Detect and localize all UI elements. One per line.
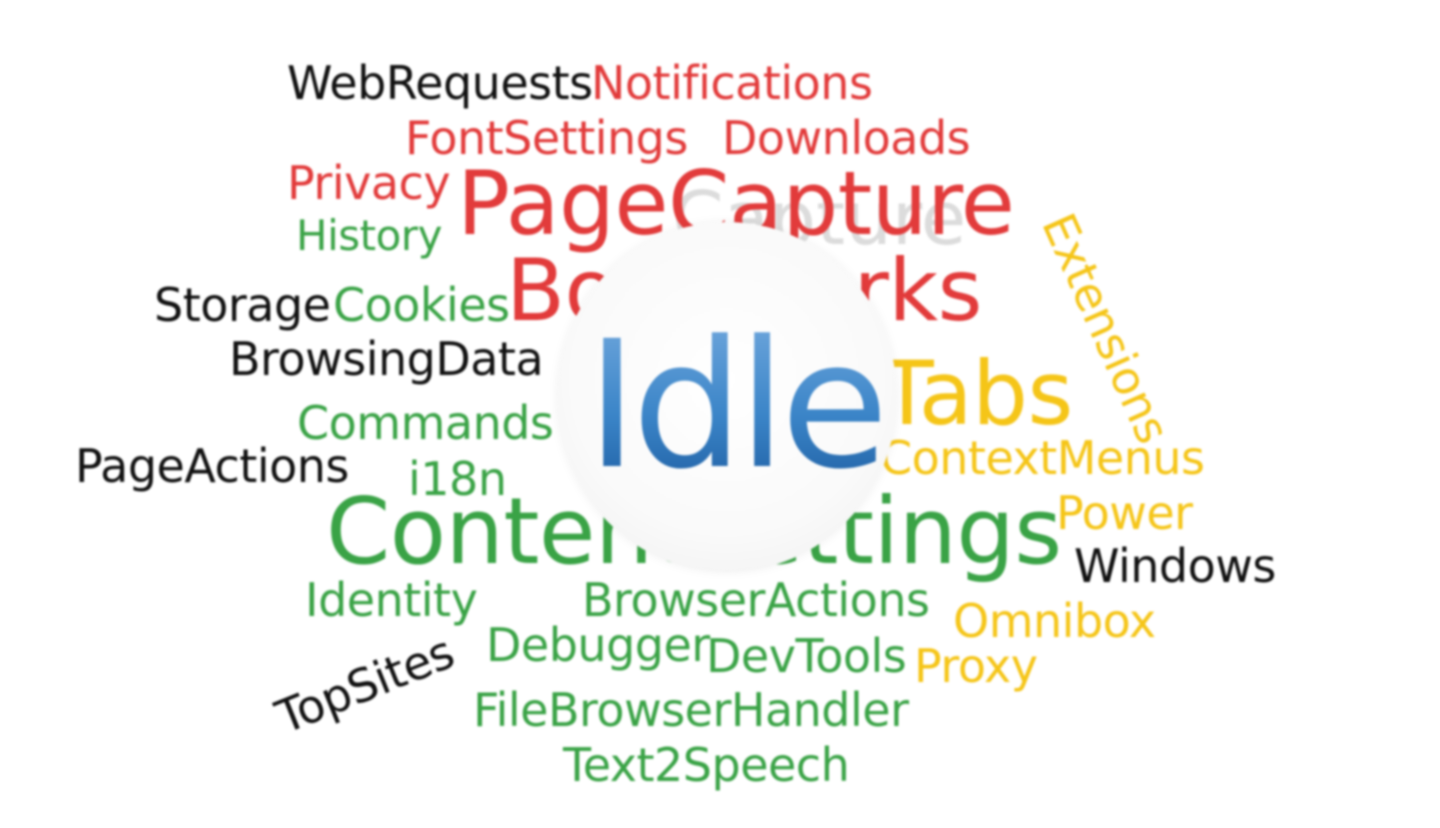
word-contextmenus-label: ContextMenus	[880, 431, 1205, 485]
word-identity: Identity	[305, 577, 478, 623]
word-devtools-label: DevTools	[706, 629, 907, 683]
word-topsites-label: TopSites	[268, 624, 462, 745]
center-disc	[557, 222, 897, 572]
word-tabs: Tabs	[880, 350, 1073, 438]
word-history-label: History	[296, 211, 442, 260]
word-downloads: Downloads	[722, 115, 971, 161]
word-topsites: TopSites	[269, 625, 462, 745]
word-contextmenus: ContextMenus	[880, 435, 1205, 481]
word-idle: Idle	[586, 318, 883, 494]
word-privacy: Privacy	[287, 160, 451, 206]
word-pageactions-label: PageActions	[75, 439, 349, 493]
word-windows: Windows	[1074, 543, 1276, 589]
word-debugger: Debugger	[486, 622, 710, 668]
word-downloads-label: Downloads	[722, 111, 971, 165]
word-fontsettings: FontSettings	[405, 115, 688, 161]
word-browseractions: BrowserActions	[582, 577, 930, 623]
word-webrequests: WebRequests	[287, 60, 593, 106]
word-i18n-label: i18n	[408, 452, 507, 506]
word-proxy-label: Proxy	[914, 639, 1038, 693]
word-fontsettings-label: FontSettings	[405, 111, 688, 165]
word-history: History	[296, 215, 442, 257]
word-devtools: DevTools	[706, 633, 907, 679]
word-text2speech: Text2Speech	[563, 742, 850, 788]
word-browseractions-label: BrowserActions	[582, 573, 930, 627]
word-omnibox: Omnibox	[953, 598, 1156, 644]
word-filebrowserhandler: FileBrowserHandler	[473, 687, 909, 733]
word-idle-label: Idle	[586, 303, 883, 508]
word-cookies: Cookies	[333, 282, 510, 328]
word-notifications-label: Notifications	[591, 56, 873, 110]
word-notifications: Notifications	[591, 60, 873, 106]
word-power: Power	[1056, 490, 1193, 536]
word-storage: Storage	[154, 282, 331, 328]
word-filebrowserhandler-label: FileBrowserHandler	[473, 683, 909, 737]
word-pageactions: PageActions	[75, 443, 349, 489]
word-commands: Commands	[297, 400, 554, 446]
word-browsingdata: BrowsingData	[229, 336, 544, 382]
word-tabs-label: Tabs	[880, 342, 1073, 445]
word-browsingdata-label: BrowsingData	[229, 332, 544, 386]
word-omnibox-label: Omnibox	[953, 594, 1156, 648]
word-proxy: Proxy	[914, 643, 1038, 689]
word-webrequests-label: WebRequests	[287, 56, 593, 110]
word-windows-label: Windows	[1074, 539, 1276, 593]
word-identity-label: Identity	[305, 573, 478, 627]
word-commands-label: Commands	[297, 396, 554, 450]
word-cookies-label: Cookies	[333, 278, 510, 332]
word-i18n: i18n	[408, 456, 507, 502]
word-privacy-label: Privacy	[287, 156, 451, 210]
word-storage-label: Storage	[154, 278, 331, 332]
word-debugger-label: Debugger	[486, 618, 710, 672]
word-power-label: Power	[1056, 486, 1193, 540]
word-text2speech-label: Text2Speech	[563, 738, 850, 792]
